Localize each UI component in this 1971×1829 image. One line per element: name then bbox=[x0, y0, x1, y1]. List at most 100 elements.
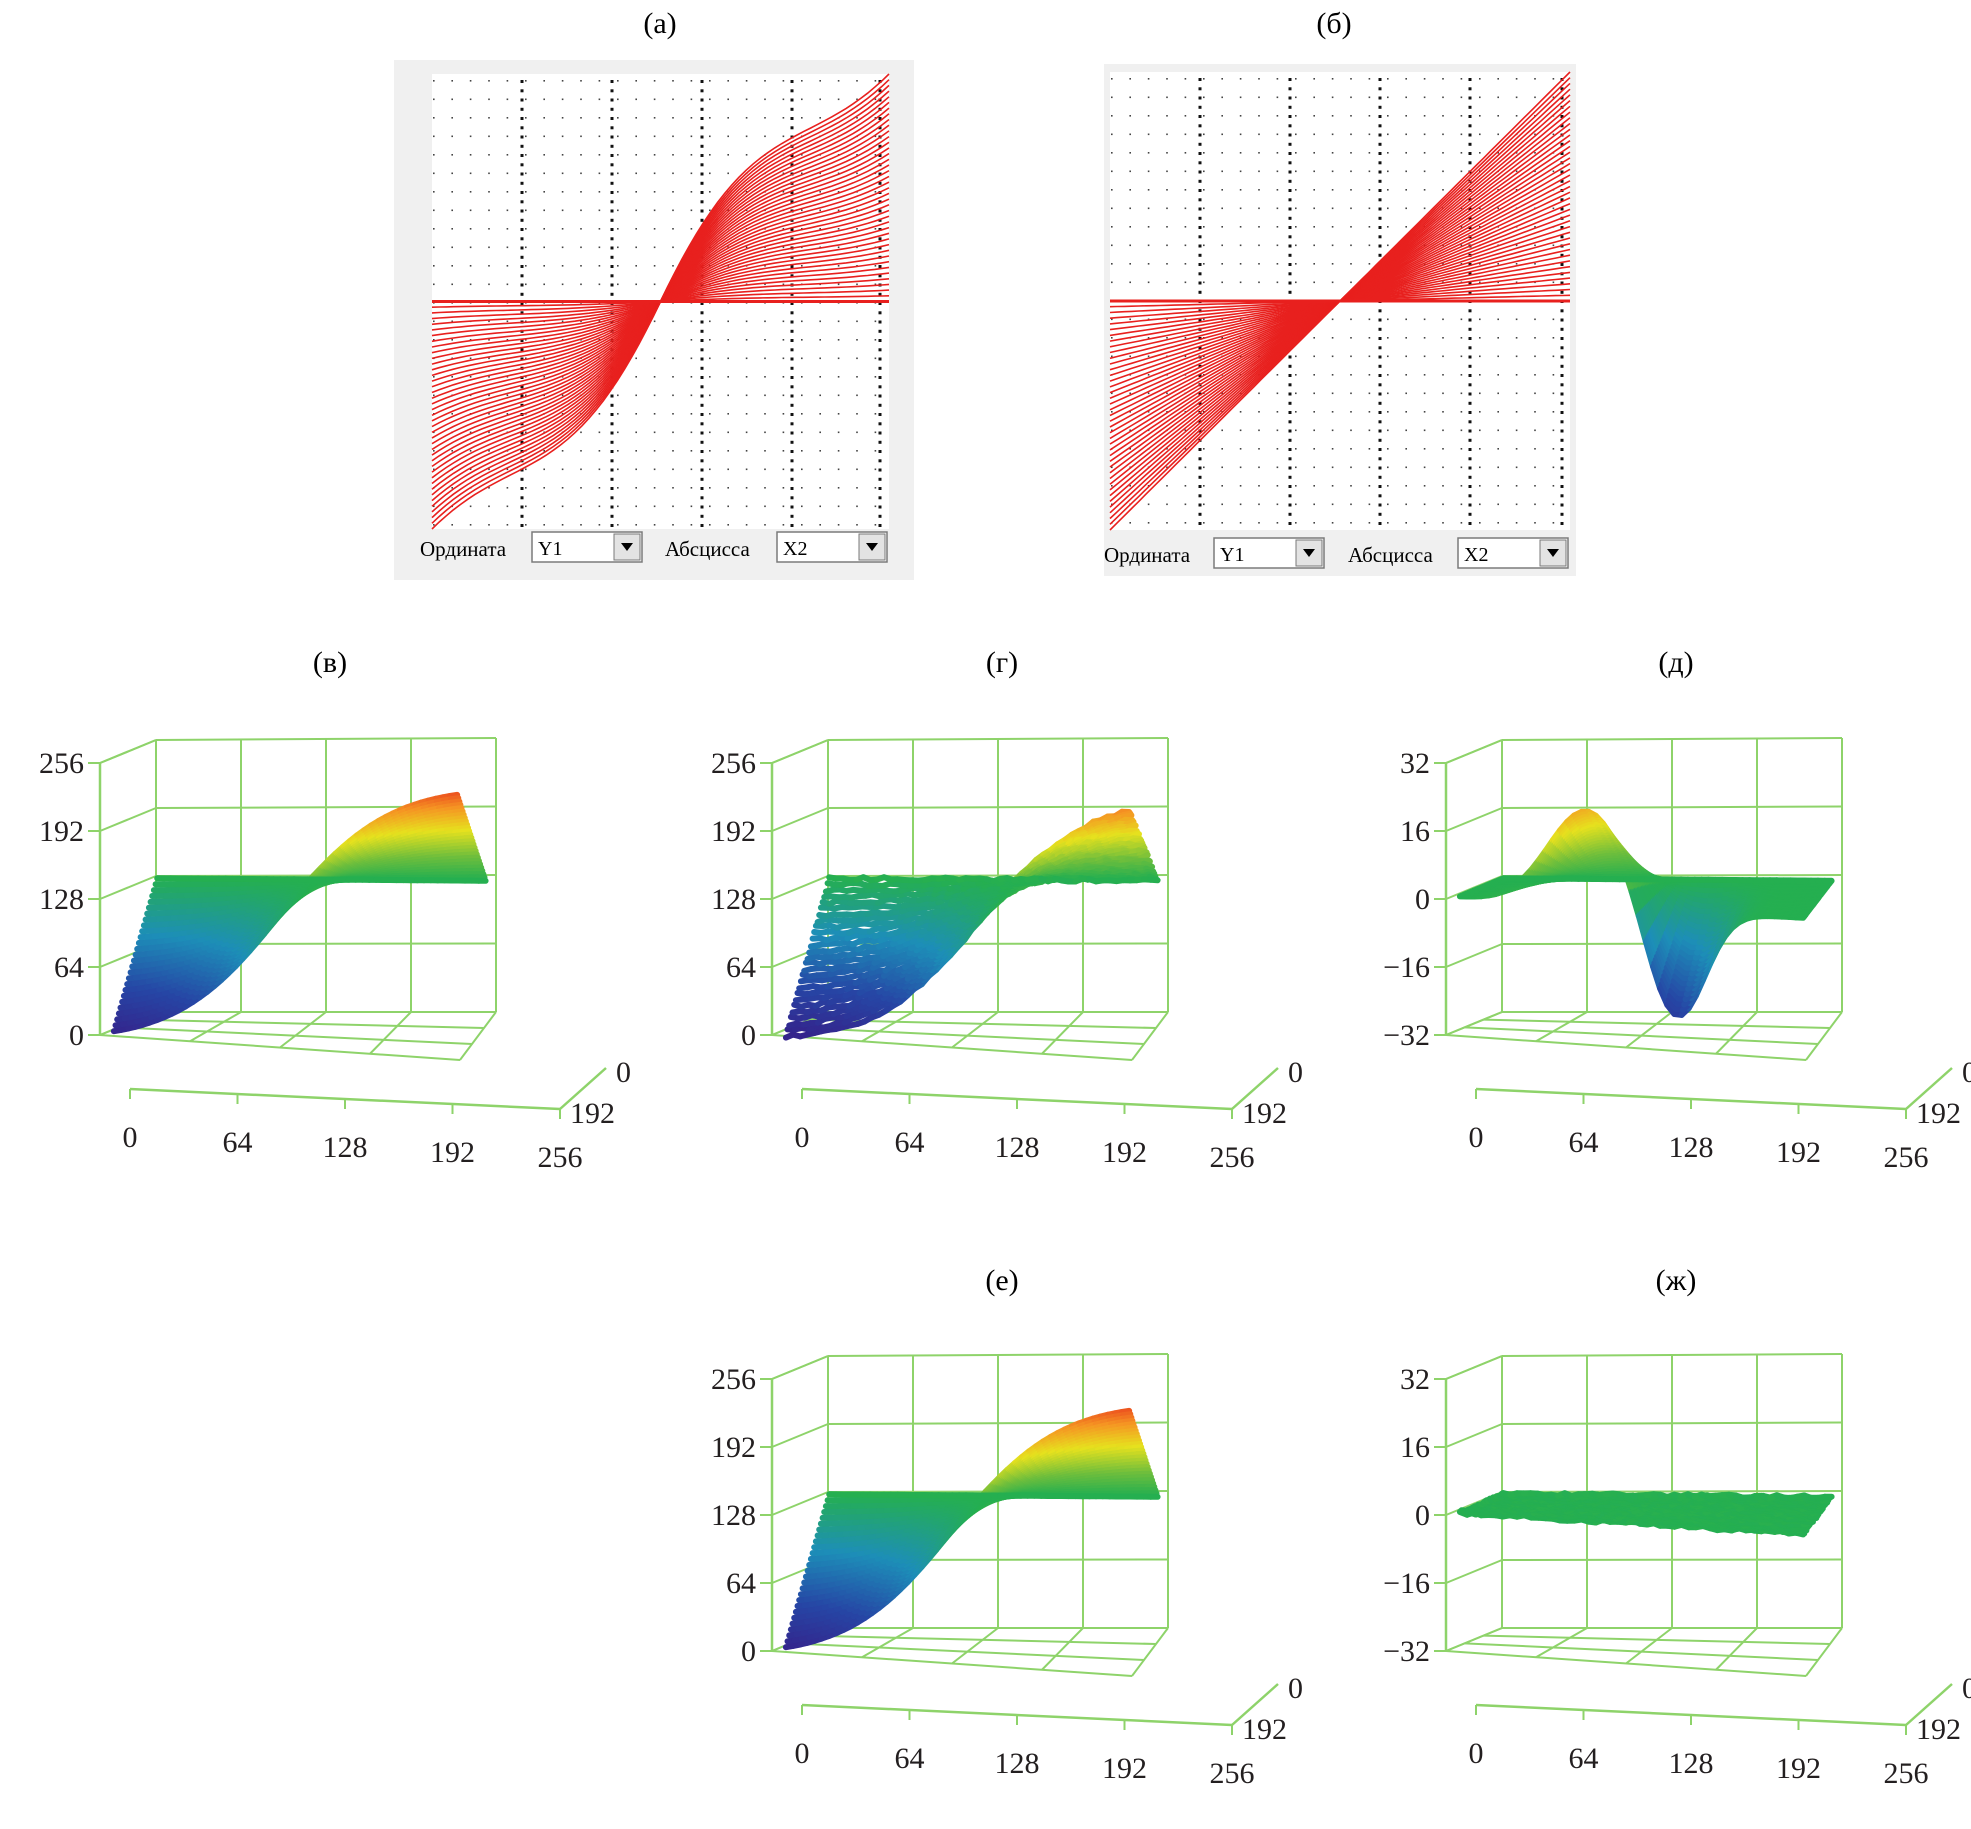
grid-dot bbox=[1405, 356, 1407, 358]
grid-major-dot bbox=[1289, 504, 1292, 507]
grid-dot bbox=[433, 321, 435, 323]
grid-dot bbox=[451, 487, 453, 489]
grid-dot bbox=[1148, 374, 1150, 376]
grid-dot bbox=[1387, 319, 1389, 321]
grid-dot bbox=[451, 80, 453, 82]
grid-dot bbox=[1516, 393, 1518, 395]
grid-dot bbox=[1534, 263, 1536, 265]
grid-dot bbox=[1313, 97, 1315, 99]
grid-dot bbox=[1553, 245, 1555, 247]
grid-dot bbox=[635, 358, 637, 360]
grid-major-dot bbox=[1289, 134, 1292, 137]
grid-dot bbox=[1497, 263, 1499, 265]
grid-dot bbox=[1258, 115, 1260, 117]
grid-dot bbox=[451, 136, 453, 138]
grid-dot bbox=[1148, 152, 1150, 154]
panel-a-abscissa-select[interactable]: X2 bbox=[777, 532, 887, 562]
grid-dot bbox=[562, 99, 564, 101]
grid-major-dot bbox=[1289, 467, 1292, 470]
grid-major-dot bbox=[1561, 383, 1564, 386]
grid-major-dot bbox=[791, 469, 794, 472]
grid-dot bbox=[1387, 78, 1389, 80]
grid-major-dot bbox=[611, 274, 614, 277]
grid-dot bbox=[709, 154, 711, 156]
grid-dot bbox=[1553, 467, 1555, 469]
grid-major-dot bbox=[1379, 328, 1382, 331]
grid-dot bbox=[746, 506, 748, 508]
grid-major-dot bbox=[701, 496, 704, 499]
grid-dot bbox=[727, 321, 729, 323]
panel-b-abscissa-select[interactable]: X2 bbox=[1458, 538, 1568, 568]
grid-dot bbox=[1240, 263, 1242, 265]
grid-dot bbox=[672, 173, 674, 175]
grid-dot bbox=[819, 376, 821, 378]
grid-dot bbox=[654, 80, 656, 82]
grid-dot bbox=[875, 358, 877, 360]
grid-dot bbox=[1148, 134, 1150, 136]
grid-dot bbox=[1129, 134, 1131, 136]
grid-dot bbox=[1111, 152, 1113, 154]
grid-dot bbox=[654, 228, 656, 230]
grid-dot bbox=[433, 117, 435, 119]
grid-dot bbox=[1295, 430, 1297, 432]
grid-dot bbox=[617, 413, 619, 415]
grid-dot bbox=[580, 191, 582, 193]
grid-dot bbox=[1277, 374, 1279, 376]
grid-dot bbox=[1332, 337, 1334, 339]
grid-major-dot bbox=[1379, 494, 1382, 497]
grid-dot bbox=[691, 99, 693, 101]
grid-dot bbox=[1534, 78, 1536, 80]
side-grid-horizontal bbox=[100, 808, 156, 831]
floor-grid-depth bbox=[1806, 1012, 1842, 1060]
grid-dot bbox=[1424, 208, 1426, 210]
grid-dot bbox=[709, 191, 711, 193]
grid-dot bbox=[1424, 430, 1426, 432]
grid-dot bbox=[654, 173, 656, 175]
grid-dot bbox=[451, 450, 453, 452]
grid-dot bbox=[727, 506, 729, 508]
grid-dot bbox=[507, 173, 509, 175]
grid-dot bbox=[525, 247, 527, 249]
grid-major-dot bbox=[1289, 494, 1292, 497]
grid-dot bbox=[1277, 504, 1279, 506]
grid-dot bbox=[654, 395, 656, 397]
grid-dot bbox=[709, 80, 711, 82]
grid-dot bbox=[746, 413, 748, 415]
grid-major-dot bbox=[1289, 245, 1292, 248]
grid-major-dot bbox=[1561, 393, 1564, 396]
grid-dot bbox=[1111, 97, 1113, 99]
grid-dot bbox=[525, 173, 527, 175]
grid-dot bbox=[672, 321, 674, 323]
grid-dot bbox=[599, 265, 601, 267]
grid-dot bbox=[1405, 430, 1407, 432]
grid-dot bbox=[764, 395, 766, 397]
grid-dot bbox=[1497, 448, 1499, 450]
grid-dot bbox=[562, 450, 564, 452]
grid-dot bbox=[875, 450, 877, 452]
grid-dot bbox=[875, 469, 877, 471]
grid-dot bbox=[1424, 522, 1426, 524]
grid-dot bbox=[691, 487, 693, 489]
grid-dot bbox=[1424, 134, 1426, 136]
grid-dot bbox=[1387, 337, 1389, 339]
grid-dot bbox=[1111, 485, 1113, 487]
panel-b-ordinate-select[interactable]: Y1 bbox=[1214, 538, 1324, 568]
grid-dot bbox=[1129, 115, 1131, 117]
grid-major-dot bbox=[1561, 411, 1564, 414]
grid-dot bbox=[599, 284, 601, 286]
grid-major-dot bbox=[611, 191, 614, 194]
grid-dot bbox=[654, 358, 656, 360]
grid-major-dot bbox=[701, 163, 704, 166]
grid-dot bbox=[1350, 319, 1352, 321]
grid-dot bbox=[580, 154, 582, 156]
grid-dot bbox=[1534, 485, 1536, 487]
grid-major-dot bbox=[521, 145, 524, 148]
panel-a-ordinate-select[interactable]: Y1 bbox=[532, 532, 642, 562]
grid-dot bbox=[451, 339, 453, 341]
grid-dot bbox=[1277, 78, 1279, 80]
grid-dot bbox=[672, 487, 674, 489]
grid-dot bbox=[507, 265, 509, 267]
grid-major-dot bbox=[701, 404, 704, 407]
grid-major-dot bbox=[1289, 87, 1292, 90]
grid-dot bbox=[672, 376, 674, 378]
